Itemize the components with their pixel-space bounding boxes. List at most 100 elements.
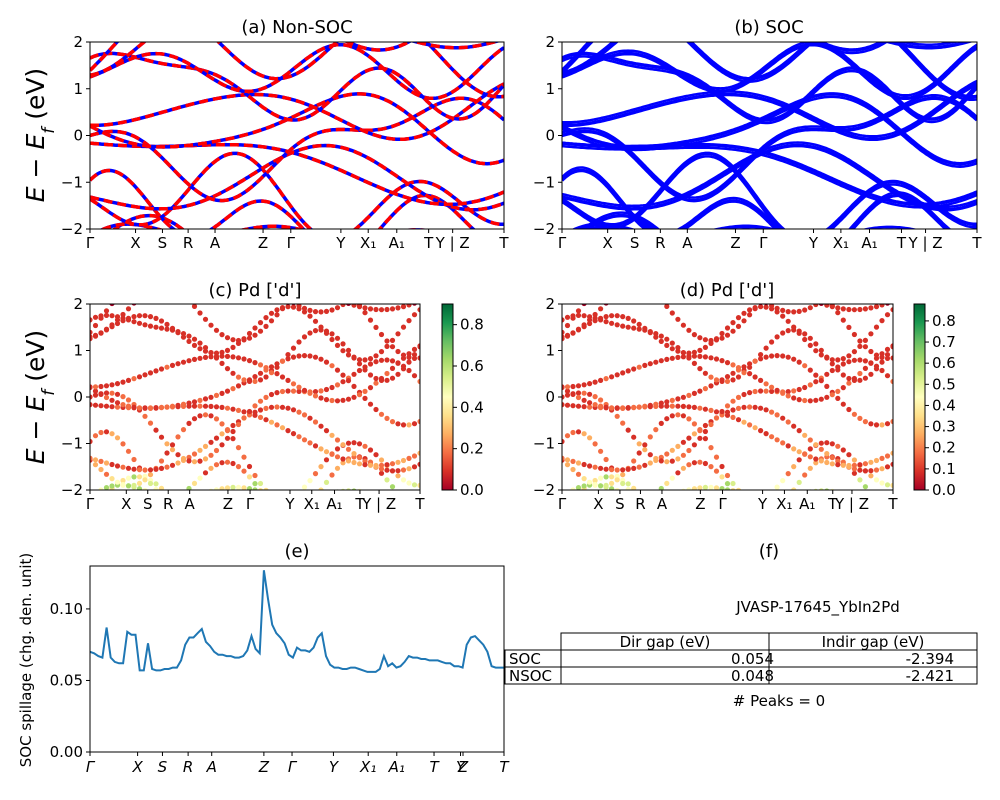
projected-point <box>125 377 132 383</box>
projected-point <box>356 357 363 363</box>
projected-point <box>351 371 357 377</box>
projected-point <box>807 465 813 471</box>
projected-point <box>257 488 264 490</box>
projected-point <box>362 462 368 468</box>
projected-point <box>598 377 604 383</box>
projected-point <box>263 417 269 423</box>
projected-point <box>367 385 374 391</box>
projected-point <box>125 483 132 489</box>
projected-point <box>791 324 797 330</box>
projected-point <box>675 470 681 476</box>
projected-point <box>340 372 346 378</box>
projected-point <box>307 390 313 396</box>
projected-point <box>642 462 648 468</box>
projected-point <box>620 472 626 478</box>
projected-point <box>131 376 137 382</box>
projected-point <box>851 331 858 338</box>
projected-point <box>296 304 302 309</box>
projected-point <box>890 450 893 456</box>
projected-point <box>224 435 231 441</box>
projected-point <box>136 467 143 473</box>
projected-point <box>575 485 582 490</box>
projected-point <box>290 345 297 351</box>
projected-point <box>796 449 802 455</box>
projected-point <box>669 403 675 409</box>
projected-point <box>598 465 604 471</box>
projected-point <box>296 434 302 440</box>
projected-point <box>367 372 374 378</box>
projected-point <box>351 394 357 400</box>
projected-point <box>114 391 121 397</box>
projected-point <box>257 398 264 404</box>
x-tick-label: X₁ <box>360 234 376 252</box>
colorbar-tick-label: 0.2 <box>460 440 484 458</box>
projected-point <box>669 447 675 453</box>
projected-point <box>653 334 659 340</box>
projected-point <box>769 388 775 394</box>
projected-point <box>180 427 187 433</box>
projected-point <box>340 348 346 354</box>
projected-point <box>131 482 137 488</box>
projected-point <box>631 458 637 464</box>
projected-point <box>562 329 565 335</box>
projected-point <box>312 309 319 315</box>
projected-point <box>846 462 852 469</box>
projected-point <box>598 306 604 312</box>
table-footer: # Peaks = 0 <box>733 692 825 710</box>
projected-point <box>851 411 858 417</box>
projected-point <box>197 310 203 316</box>
panel-e-spillage <box>89 570 504 673</box>
x-tick-label: S <box>630 234 640 252</box>
projected-point <box>713 415 720 421</box>
projected-point <box>724 412 731 418</box>
projected-point <box>719 408 725 415</box>
x-tick-label: Γ <box>288 758 298 776</box>
projected-point <box>153 466 159 472</box>
projected-point <box>824 451 830 457</box>
band-line <box>562 96 977 203</box>
projected-point <box>208 322 214 328</box>
y-tick-label: 2 <box>73 295 83 313</box>
projected-point <box>213 404 220 410</box>
projected-point <box>763 407 769 413</box>
projected-point <box>835 310 841 316</box>
projected-point <box>103 326 110 332</box>
projected-point <box>879 359 885 365</box>
panel-d-projected-points <box>562 304 893 490</box>
projected-point <box>562 402 565 408</box>
projected-point <box>713 377 720 383</box>
projected-point <box>213 435 220 441</box>
projected-point <box>857 462 863 468</box>
projected-point <box>598 483 604 489</box>
projected-point <box>813 379 819 385</box>
band-line <box>562 166 952 229</box>
projected-point <box>884 453 891 459</box>
projected-point <box>835 395 841 401</box>
projected-point <box>664 403 670 409</box>
projected-point <box>564 402 571 408</box>
projected-point <box>658 333 664 339</box>
band-line <box>562 79 977 138</box>
projected-point <box>92 392 99 398</box>
projected-point <box>346 488 351 490</box>
projected-point <box>180 401 187 407</box>
projected-point <box>873 304 880 310</box>
projected-point <box>719 378 725 384</box>
projected-point <box>884 355 891 361</box>
projected-point <box>890 482 893 488</box>
colorbar-tick-label: 0.8 <box>932 312 956 330</box>
projected-point <box>702 337 709 343</box>
colorbar-tick-label: 0.1 <box>932 460 956 478</box>
projected-point <box>257 320 264 326</box>
projected-point <box>120 402 126 408</box>
projected-point <box>697 459 703 465</box>
projected-point <box>675 443 681 449</box>
projected-point <box>318 356 324 362</box>
projected-point <box>851 349 858 355</box>
projected-point <box>367 361 374 367</box>
colorbar-tick-label: 0.2 <box>932 439 956 457</box>
projected-point <box>614 313 620 319</box>
projected-point <box>890 344 893 350</box>
projected-point <box>131 304 137 306</box>
projected-point <box>301 353 308 359</box>
